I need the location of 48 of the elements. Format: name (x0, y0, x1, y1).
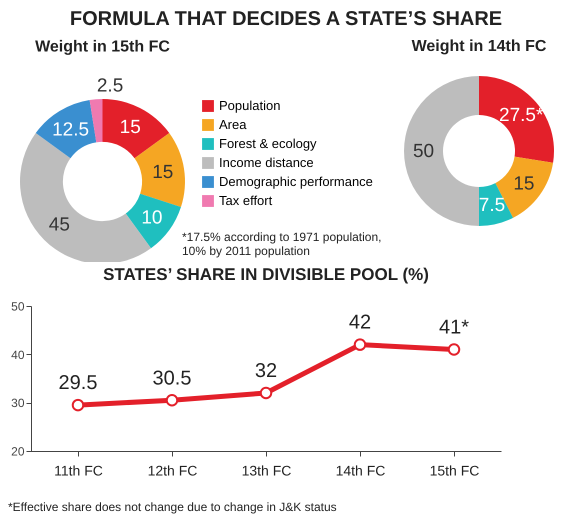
data-label: 12.5 (52, 119, 90, 140)
x-tick-label: 15th FC (430, 462, 480, 478)
text: 30.5 (152, 367, 192, 390)
data-label: 15 (513, 174, 534, 195)
data-label: 7.5 (478, 194, 506, 216)
x-tick-label: 12th FC (148, 462, 198, 478)
donut-slice (90, 99, 102, 142)
y-tick-label: 20 (11, 444, 25, 458)
legend-label: Tax effort (219, 193, 273, 208)
data-label: 15 (120, 117, 141, 138)
point (448, 343, 460, 356)
x-tick-label: 13th FC (242, 462, 292, 478)
point (260, 386, 272, 400)
text: 29.5 (58, 372, 98, 394)
text: *Effective share does not change due to change in J&K status (8, 500, 338, 514)
legend-label: Area (219, 117, 248, 132)
donut-slice (102, 99, 170, 158)
y-tick-label: 50 (11, 300, 25, 314)
legend-label: Income distance (219, 155, 314, 170)
data-label: 10 (141, 207, 162, 228)
point (354, 338, 366, 351)
x-tick-label: 11th FC (54, 462, 103, 478)
chart-subtitle: Weight in 15th FC (35, 38, 170, 56)
data-label: 27.5* (499, 104, 544, 126)
chart-title: STATES’ SHARE IN DIVISIBLE POOL (%) (103, 265, 429, 284)
text: 32 (254, 360, 278, 382)
donut-slice (404, 76, 479, 226)
donut-slice (36, 100, 96, 158)
legend-label: Forest & ecology (219, 136, 318, 151)
legend-label: Demographic performance (219, 174, 373, 189)
point (72, 398, 84, 412)
text: 42 (348, 312, 372, 334)
y-tick-label: 30 (11, 396, 25, 410)
y-tick-label: 40 (11, 348, 25, 362)
data-label: 15 (152, 162, 174, 183)
donut-slice (126, 194, 181, 248)
donut-slice (479, 76, 554, 163)
legend-label: Population (219, 98, 280, 113)
x-tick-label: 14th FC (336, 462, 386, 478)
chart-title: Weight in 14th FC (412, 38, 547, 55)
data-label: 50 (412, 141, 434, 162)
donut-slice (134, 133, 185, 207)
chart-title: FORMULA THAT DECIDES A STATE’S SHARE (68, 8, 504, 31)
text: 41* (438, 316, 470, 338)
text: *17.5% according to 1971 population, 10% by 2011 population (182, 230, 382, 258)
point (166, 394, 178, 406)
data-label: 2.5 (96, 75, 124, 96)
data-label: 45 (48, 214, 70, 236)
